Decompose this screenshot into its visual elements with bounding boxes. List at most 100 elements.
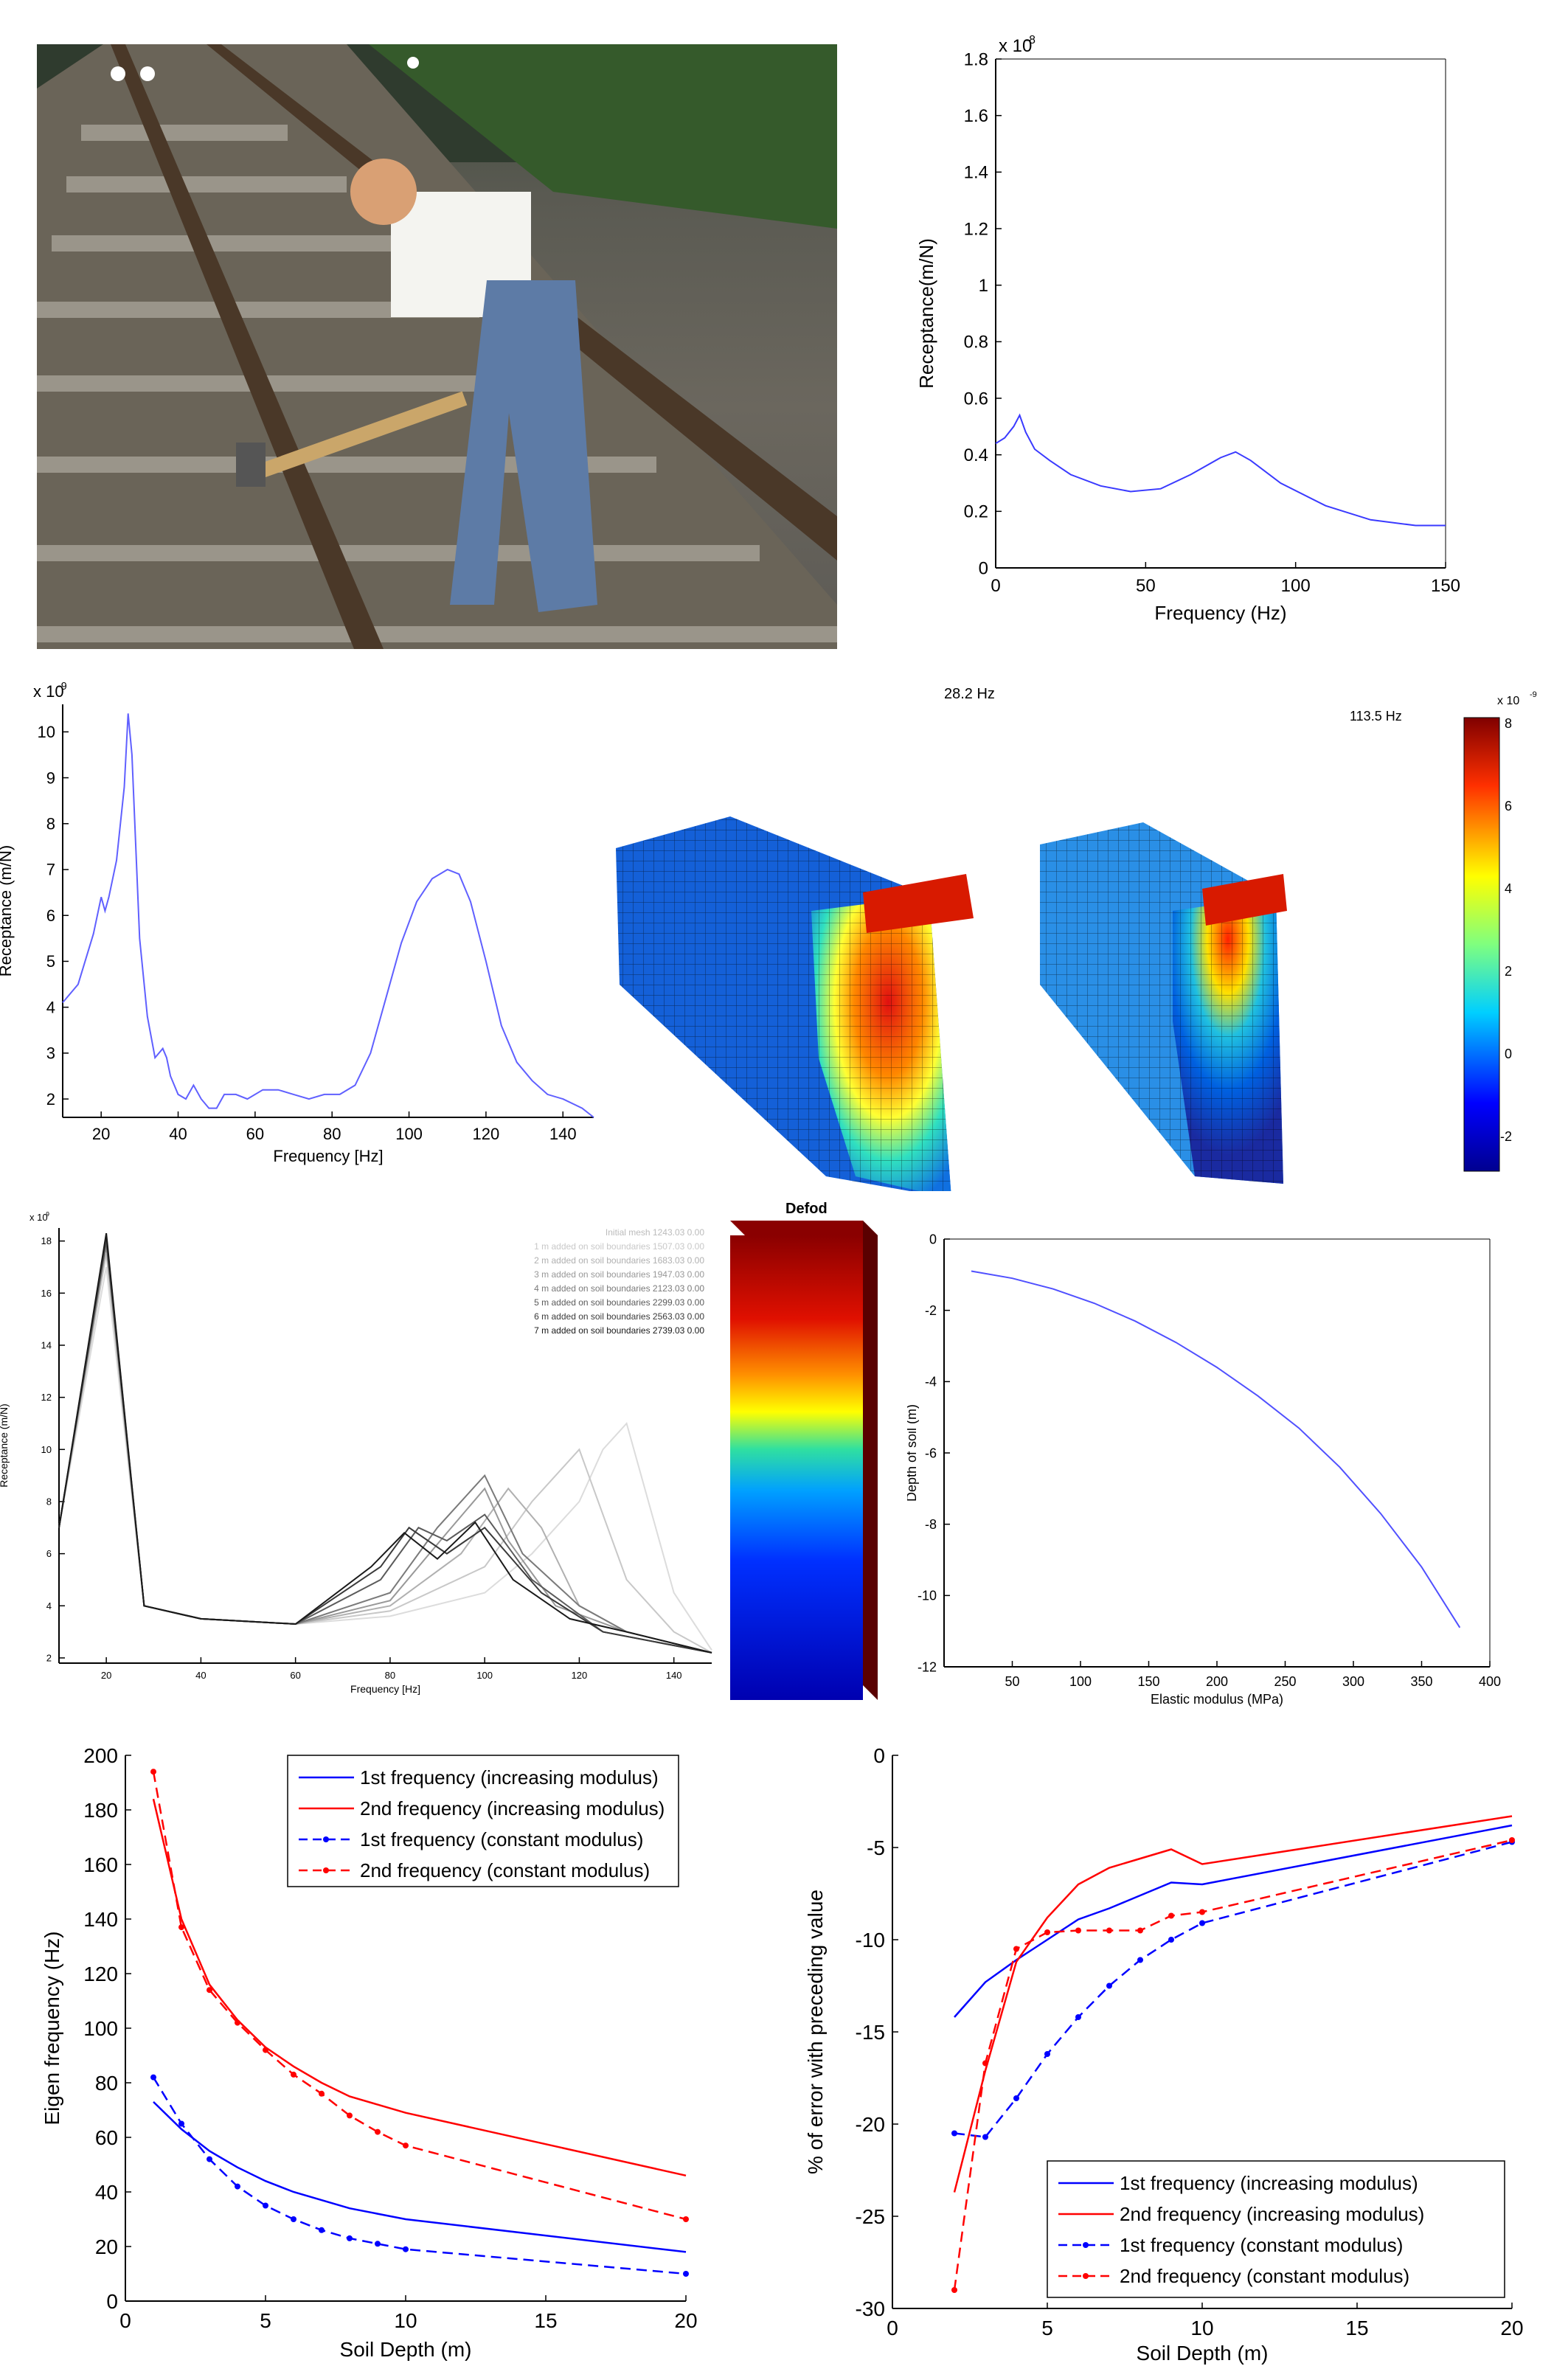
x-tick-label: 60 — [246, 1125, 264, 1143]
legend-entry: 2nd frequency (increasing modulus) — [360, 1797, 665, 1819]
data-point — [1044, 2051, 1050, 2057]
chart-receptance-mid: 20 40 60 80 100 120 140 2 3 4 5 6 7 8 9 10 x 10 -9 Frequen… — [0, 675, 612, 1184]
legend-entry: 1st frequency (constant modulus) — [1120, 2234, 1403, 2256]
data-point — [1168, 1912, 1174, 1919]
series-line — [953, 1815, 1513, 2193]
x-tick-label: 50 — [1005, 1674, 1019, 1689]
x-tick-label: 100 — [1069, 1674, 1092, 1689]
x-tick-label: 300 — [1342, 1674, 1364, 1689]
legend-marker — [323, 1867, 329, 1873]
x-axis-label: Soil Depth (m) — [340, 2338, 472, 2361]
y-tick-label: 8 — [46, 814, 55, 833]
data-point — [1168, 1937, 1174, 1943]
data-point — [1137, 1927, 1143, 1934]
chart-receptance-top: 0 50 100 150 0 0.2 0.4 0.6 0.8 1 1.2 1.4 1.6 1.8 x 10-… — [915, 30, 1490, 671]
y-tick-label: 14 — [41, 1340, 52, 1351]
y-tick-label: 0.2 — [964, 502, 988, 522]
y-tick-label: 180 — [83, 1799, 118, 1822]
data-point — [263, 2202, 268, 2209]
legend-entry: 7 m added on soil boundaries 2739.03 0.0… — [534, 1325, 704, 1336]
y-tick-label: -8 — [925, 1517, 937, 1532]
fem-mode-shapes-svg: 28.2 Hz 113.5 Hz x 10 -9 8 6 4 2 0 -2 — [616, 686, 1537, 1191]
data-point — [347, 2112, 353, 2119]
x-tick-label: 120 — [572, 1670, 588, 1681]
legend-marker — [323, 1836, 329, 1842]
fem-colorbar-tick: 0 — [1505, 1047, 1512, 1061]
y-axis-label: Receptance (m/N) — [0, 845, 15, 977]
data-point — [235, 2019, 240, 2026]
legend-entry: 2nd frequency (increasing modulus) — [1120, 2203, 1424, 2225]
y-axis-label: Eigen frequency (Hz) — [41, 1931, 63, 2125]
axis-exponent: x 10 — [30, 1212, 48, 1223]
legend-entry: 6 m added on soil boundaries 2563.03 0.0… — [534, 1311, 704, 1322]
series-line — [954, 1824, 1513, 2018]
legend-marker — [1083, 2273, 1089, 2279]
fem-colorbar-tick: 2 — [1505, 964, 1512, 979]
fem-mode-shapes: 28.2 Hz 113.5 Hz x 10 -9 8 6 4 2 0 -2 — [612, 675, 1554, 1191]
data-point — [1106, 1982, 1112, 1989]
x-tick-label: 0 — [991, 576, 1000, 596]
y-tick-label: 80 — [95, 2072, 118, 2095]
x-tick-label: 80 — [323, 1125, 341, 1143]
chart-eigen-frequency-svg: 0 5 10 15 20020406080100120140160180200Soil … — [41, 1744, 698, 2361]
x-tick-label: 60 — [290, 1670, 300, 1681]
legend-entry: 1st frequency (constant modulus) — [360, 1828, 643, 1850]
soil-column-label: Defod — [785, 1201, 828, 1217]
legend-marker — [1083, 2242, 1089, 2248]
track-photo-illustration — [37, 44, 837, 649]
fem-colorbar-tick: 6 — [1505, 799, 1512, 813]
data-point — [263, 2047, 268, 2053]
y-tick-label: -4 — [925, 1375, 937, 1390]
y-tick-label: 1 — [979, 276, 988, 296]
y-axis-label: Receptance (m/N) — [0, 1404, 10, 1488]
data-point — [1044, 1929, 1050, 1935]
data-point — [347, 2235, 353, 2241]
y-tick-label: -5 — [867, 1836, 885, 1859]
data-point — [1075, 2014, 1081, 2020]
y-tick-label: 200 — [83, 1744, 118, 1767]
y-tick-label: 0 — [873, 1744, 885, 1767]
data-point — [1013, 2095, 1019, 2101]
y-tick-label: 4 — [46, 1600, 52, 1611]
series-line — [58, 1232, 712, 1654]
data-point — [375, 2241, 381, 2247]
data-point — [1137, 1957, 1143, 1963]
x-tick-label: 10 — [1190, 2317, 1213, 2339]
y-tick-label: -25 — [856, 2205, 885, 2228]
axis-exponent: x 10 — [33, 682, 64, 701]
legend-entry: 4 m added on soil boundaries 2123.03 0.0… — [534, 1283, 704, 1294]
y-tick-label: 10 — [41, 1444, 52, 1455]
data-point — [982, 2060, 988, 2067]
data-point — [1509, 1837, 1515, 1843]
y-tick-label: 12 — [41, 1392, 52, 1403]
x-tick-label: 5 — [1041, 2317, 1053, 2339]
axis-exponent: x 10 — [999, 36, 1032, 56]
y-axis-label: Depth of soil (m) — [907, 1404, 919, 1502]
x-tick-label: 40 — [195, 1670, 206, 1681]
fem-colorbar-tick: 8 — [1505, 716, 1512, 731]
x-tick-label: 50 — [1136, 576, 1156, 596]
y-tick-label: 1.4 — [964, 163, 988, 183]
y-tick-label: 5 — [46, 952, 55, 971]
y-tick-label: 120 — [83, 1963, 118, 1985]
x-axis-label: Frequency [Hz] — [273, 1147, 383, 1165]
data-point — [1106, 1927, 1112, 1934]
data-point — [291, 2216, 296, 2222]
x-tick-label: 20 — [1500, 2317, 1523, 2339]
y-tick-label: 0 — [979, 558, 988, 578]
legend-entry: Initial mesh 1243.03 0.00 — [606, 1227, 704, 1238]
y-axis-label: % of error with preceding value — [804, 1890, 827, 2174]
y-tick-label: -10 — [856, 1929, 885, 1951]
y-tick-label: 16 — [41, 1288, 52, 1299]
y-axis-label: Receptance(m/N) — [915, 238, 937, 389]
x-tick-label: 100 — [476, 1670, 493, 1681]
y-tick-label: 18 — [41, 1235, 52, 1246]
x-tick-label: 0 — [887, 2317, 898, 2339]
legend-entry: 5 m added on soil boundaries 2299.03 0.0… — [534, 1297, 704, 1308]
data-point — [683, 2216, 689, 2222]
y-tick-label: -2 — [925, 1303, 937, 1318]
legend-entry: 1st frequency (increasing modulus) — [360, 1766, 659, 1789]
chart-depth-modulus-svg: 50 100 150 200 250 300 350 400 0 -2 -4 -6 -8 -10 -12 El… — [907, 1232, 1501, 1707]
y-tick-label: 0.4 — [964, 445, 988, 465]
chart-eigen-frequency: 0 5 10 15 20 0 20 40 60 80 100 120 140 160 180 200 Soil … — [37, 1726, 715, 2375]
